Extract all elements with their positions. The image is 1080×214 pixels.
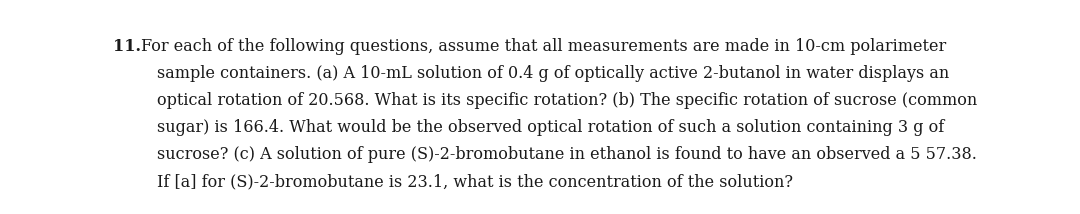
Text: sucrose? (c) A solution of pure (S)-2-bromobutane in ethanol is found to have an: sucrose? (c) A solution of pure (S)-2-br… [157, 146, 977, 163]
Text: 11.: 11. [113, 38, 141, 55]
Text: optical rotation of 20.568. What is its specific rotation? (b) The specific rota: optical rotation of 20.568. What is its … [157, 92, 977, 109]
Text: sugar) is 166.4. What would be the observed optical rotation of such a solution : sugar) is 166.4. What would be the obser… [157, 119, 944, 136]
Text: For each of the following questions, assume that all measurements are made in 10: For each of the following questions, ass… [141, 38, 946, 55]
Text: If [a] for (S)-2-bromobutane is 23.1, what is the concentration of the solution?: If [a] for (S)-2-bromobutane is 23.1, wh… [157, 173, 793, 190]
Text: sample containers. (a) A 10-mL solution of 0.4 g of optically active 2-butanol i: sample containers. (a) A 10-mL solution … [157, 65, 949, 82]
